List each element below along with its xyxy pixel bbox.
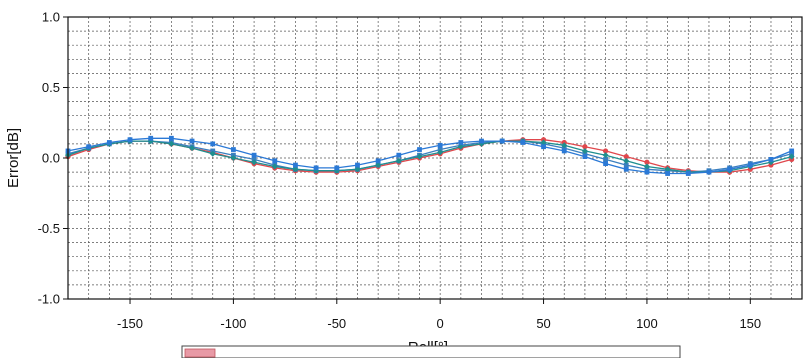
data-point	[603, 161, 608, 166]
data-point	[520, 140, 525, 145]
legend-frame	[182, 346, 680, 358]
x-tick-label: 150	[739, 316, 761, 331]
series-group	[65, 136, 795, 176]
data-point	[107, 140, 112, 145]
data-point	[707, 170, 712, 175]
data-point	[500, 139, 505, 144]
data-point	[624, 167, 629, 172]
data-point	[396, 153, 401, 158]
data-point	[252, 153, 257, 158]
y-tick-label: 1.0	[42, 10, 60, 25]
y-tick-label: 0.0	[42, 151, 60, 166]
plot-frame	[68, 17, 802, 299]
data-point	[789, 149, 794, 154]
data-point	[355, 163, 360, 168]
data-point	[748, 163, 753, 168]
x-tick-label: -150	[117, 316, 143, 331]
data-point	[231, 147, 236, 152]
data-point	[479, 139, 484, 144]
data-point	[169, 136, 174, 141]
legend-swatch	[185, 349, 215, 357]
data-point	[334, 165, 339, 170]
y-tick-label: -1.0	[38, 292, 60, 307]
data-point	[272, 158, 277, 163]
data-point	[314, 165, 319, 170]
data-point	[86, 144, 91, 149]
data-point	[769, 157, 774, 162]
x-tick-label: -100	[220, 316, 246, 331]
data-point	[128, 137, 133, 142]
grid-lines	[68, 17, 802, 299]
y-tick-label: 0.5	[42, 80, 60, 95]
data-point	[541, 144, 546, 149]
data-point	[417, 147, 422, 152]
data-point	[583, 154, 588, 159]
data-point	[458, 140, 463, 145]
series-line	[68, 141, 792, 172]
x-tick-label: 50	[536, 316, 550, 331]
data-point	[293, 163, 298, 168]
y-axis-label: Error[dB]	[5, 128, 22, 188]
data-point	[210, 142, 215, 147]
y-tick-label: -0.5	[38, 221, 60, 236]
data-point	[562, 149, 567, 154]
data-point	[686, 171, 691, 176]
data-point	[148, 136, 153, 141]
data-point	[727, 167, 732, 172]
data-point	[665, 171, 670, 176]
data-point	[645, 170, 650, 175]
data-point	[438, 143, 443, 148]
legend-box	[182, 346, 680, 358]
x-tick-label: 100	[636, 316, 658, 331]
data-point	[376, 158, 381, 163]
data-point	[190, 139, 195, 144]
series-line	[68, 141, 792, 172]
x-tick-label: -50	[327, 316, 346, 331]
x-tick-label: 0	[437, 316, 444, 331]
